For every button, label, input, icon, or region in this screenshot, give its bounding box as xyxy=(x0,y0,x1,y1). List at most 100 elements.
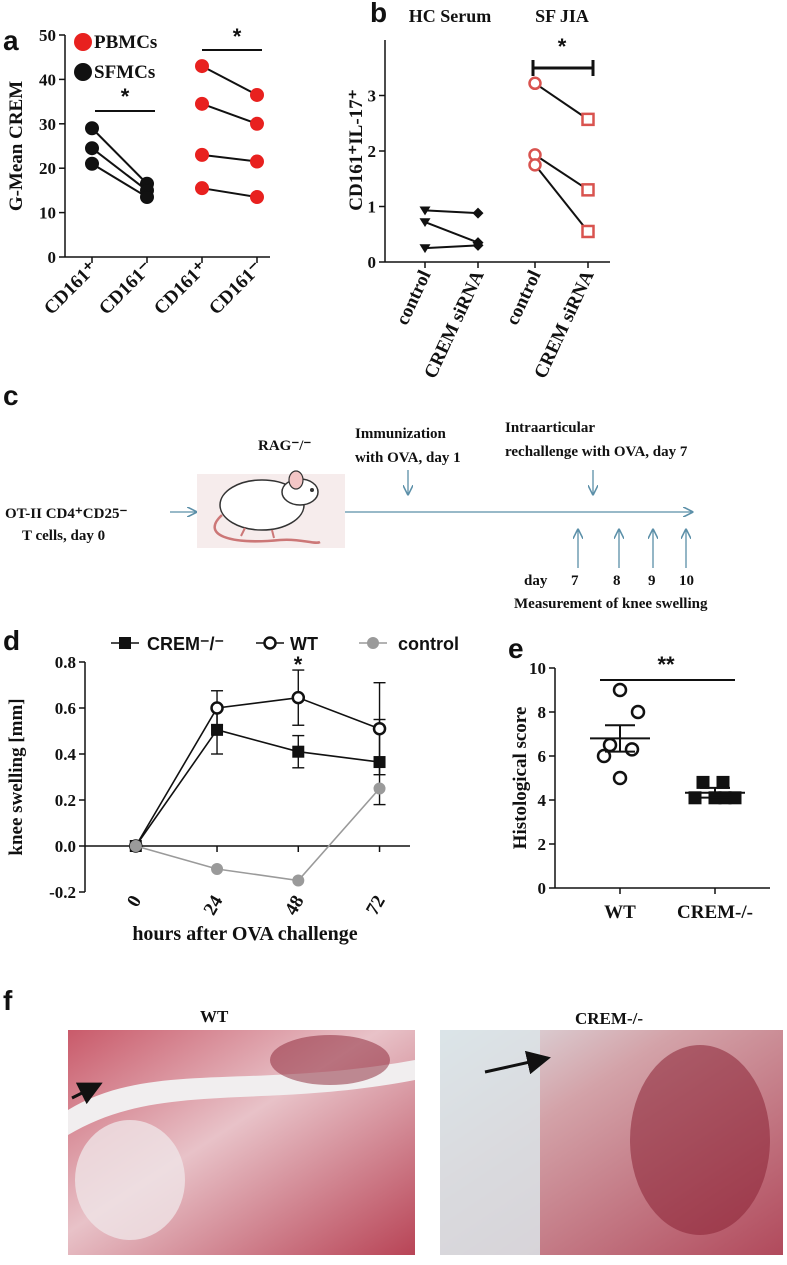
marker xyxy=(292,874,305,887)
mouse-illustration xyxy=(197,470,345,548)
y-tick-label: 8 xyxy=(538,703,547,722)
marker xyxy=(195,59,209,74)
marker xyxy=(85,121,99,136)
pair-line xyxy=(424,221,479,244)
marker xyxy=(291,690,306,705)
pair-line xyxy=(534,164,589,233)
diagram-text: Measurement of knee swelling xyxy=(514,596,708,612)
diagram-text: with OVA, day 1 xyxy=(355,450,461,466)
group-label: HC Serum xyxy=(409,6,492,26)
legend-marker xyxy=(74,33,92,51)
panel-letter: d xyxy=(3,625,20,656)
legend-marker xyxy=(119,637,131,649)
series-line xyxy=(135,696,380,847)
panel-letter: c xyxy=(3,380,19,411)
y-tick-label: 0 xyxy=(538,879,547,898)
y-tick-label: 0.6 xyxy=(55,699,76,718)
marker xyxy=(581,112,595,127)
marker xyxy=(630,704,646,720)
marker xyxy=(581,183,595,197)
y-axis-label: Histological score xyxy=(510,707,531,850)
legend-marker xyxy=(74,63,92,81)
marker xyxy=(581,224,595,239)
x-axis-label: hours after OVA challenge xyxy=(132,923,357,945)
marker xyxy=(85,141,99,156)
significance-label: * xyxy=(121,84,130,109)
y-tick-label: 2 xyxy=(538,835,547,854)
y-tick-label: 10 xyxy=(529,659,546,678)
marker xyxy=(373,782,386,795)
diagram-text: Intraarticular xyxy=(505,420,595,436)
legend-label: PBMCs xyxy=(94,32,157,53)
x-tick-label: CREM-/- xyxy=(677,902,753,923)
group-label: SF JIA xyxy=(535,6,589,26)
x-tick-label: 48 xyxy=(281,892,309,919)
y-tick-label: 0.8 xyxy=(55,653,76,672)
y-tick-label: 4 xyxy=(538,791,547,810)
legend-label: CREM⁻/⁻ xyxy=(147,634,224,654)
pair-line xyxy=(534,154,589,191)
image-title: CREM-/- xyxy=(575,1009,643,1028)
pair-line xyxy=(91,127,148,185)
y-axis-label: G-Mean CREM xyxy=(6,81,27,211)
panel-letter: b xyxy=(370,0,387,28)
marker xyxy=(528,158,542,172)
marker xyxy=(195,147,209,162)
marker xyxy=(696,775,710,789)
pair-line xyxy=(534,82,589,121)
marker xyxy=(596,748,612,764)
marker xyxy=(612,682,628,698)
marker xyxy=(612,770,628,786)
diagram-text: Immunization xyxy=(355,426,447,442)
diagram-text: 10 xyxy=(679,573,694,589)
marker xyxy=(211,723,224,736)
marker xyxy=(195,181,209,196)
marker xyxy=(372,721,387,736)
x-tick-label: 72 xyxy=(362,892,390,919)
panel-letter: e xyxy=(508,633,524,664)
marker xyxy=(85,156,99,171)
pair-line xyxy=(424,209,479,215)
image-detail xyxy=(75,1120,185,1240)
marker xyxy=(250,154,264,169)
marker xyxy=(195,96,209,111)
y-tick-label: 40 xyxy=(39,70,56,89)
marker xyxy=(624,742,640,757)
sem-bar xyxy=(700,786,730,799)
y-tick-label: 0 xyxy=(48,248,57,267)
y-axis-label: knee swelling [mm] xyxy=(6,698,27,855)
marker xyxy=(419,244,431,254)
pair-line xyxy=(201,102,258,125)
diagram-text: OT-II CD4⁺CD25⁻ xyxy=(5,506,127,522)
image-detail xyxy=(630,1045,770,1235)
diagram-text: 9 xyxy=(648,573,656,589)
marker xyxy=(716,775,730,789)
image-detail xyxy=(440,1030,540,1255)
marker xyxy=(140,190,154,205)
panel-letter: a xyxy=(3,25,19,56)
pair-line xyxy=(201,187,258,199)
timeline-diagram: OT-II CD4⁺CD25⁻ T cells, day 0 RAG⁻/⁻ Im… xyxy=(5,420,708,612)
legend-label: SFMCs xyxy=(94,62,155,83)
significance-label: * xyxy=(558,34,567,59)
histology-images: WT CREM-/- xyxy=(68,1007,783,1255)
y-tick-label: 3 xyxy=(368,87,377,106)
x-tick-label: control xyxy=(392,267,435,328)
diagram-text: rechallenge with OVA, day 7 xyxy=(505,444,688,460)
significance-label: ** xyxy=(657,652,675,677)
x-tick-label: control xyxy=(502,267,545,328)
diagram-text: T cells, day 0 xyxy=(22,528,105,544)
diagram-text: day xyxy=(524,573,548,589)
x-tick-label: 24 xyxy=(200,892,228,919)
y-tick-label: 2 xyxy=(368,142,377,161)
pair-line xyxy=(424,244,479,250)
marker xyxy=(292,745,305,758)
y-tick-label: 1 xyxy=(368,198,377,217)
legend-marker xyxy=(263,636,277,650)
image-title: WT xyxy=(200,1007,229,1026)
series-line xyxy=(135,787,381,882)
arrow xyxy=(484,1050,551,1075)
y-tick-label: 50 xyxy=(39,26,56,45)
y-tick-label: 0 xyxy=(368,253,377,272)
